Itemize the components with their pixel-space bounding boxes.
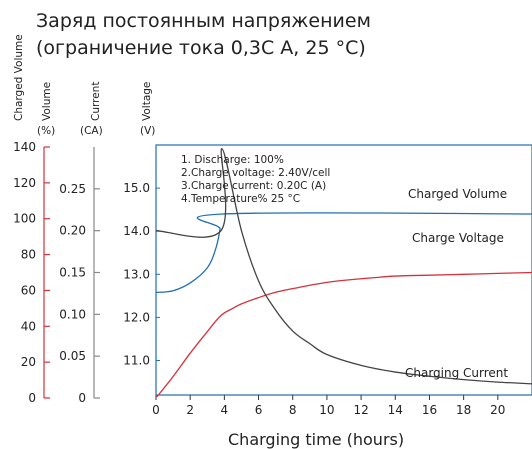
x-tick-label: 10 [319, 403, 334, 417]
charged-volume-tick-label: 140 [13, 140, 36, 154]
current-tick-label: 0.25 [59, 182, 86, 196]
voltage-tick-label: 12.0 [123, 310, 150, 324]
voltage-tick-label: 11.0 [123, 354, 150, 368]
voltage-axis-name: Voltage [141, 82, 153, 121]
current-axis-name: Current [90, 82, 102, 121]
current-axis-unit: (CA) [80, 125, 103, 137]
voltage-tick-label: 13.0 [123, 267, 150, 281]
voltage-axis-unit: (V) [140, 125, 155, 137]
current-tick-label: 0.05 [59, 349, 86, 363]
series-line-charge-voltage [156, 212, 532, 294]
charged-volume-tick-label: 120 [13, 176, 36, 190]
series-line-charging-current [156, 148, 532, 385]
current-tick-label: 0 [78, 391, 86, 405]
series-line-charged-volume [156, 271, 532, 397]
x-tick-label: 20 [490, 403, 505, 417]
voltage-tick-label: 14.0 [123, 224, 150, 238]
series-label-charge-voltage: Charge Voltage [412, 231, 504, 245]
chart-title-line-1: Заряд постоянным напряжением [36, 10, 371, 32]
charged-volume-tick-label: 20 [21, 355, 36, 369]
note-4: 4.Temperature% 25 °C [181, 193, 300, 205]
current-tick-label: 0.10 [59, 307, 86, 321]
note-2: 2.Charge voltage: 2.40V/cell [181, 167, 330, 179]
volume-axis-name: Volume [41, 82, 53, 121]
x-tick-label: 12 [353, 403, 368, 417]
x-axis-label: Charging time (hours) [228, 430, 404, 449]
chart-title-line-2: (ограничение тока 0,3С А, 25 °С) [36, 37, 366, 59]
charged-volume-tick-label: 0 [28, 391, 36, 405]
note-1: 1. Discharge: 100% [181, 154, 284, 166]
series-layer [156, 148, 532, 397]
x-tick-label: 4 [221, 403, 229, 417]
charged-volume-tick-label: 40 [21, 319, 36, 333]
charged-axis-unit: (%) [37, 125, 55, 137]
x-tick-label: 0 [152, 403, 160, 417]
x-tick-label: 6 [255, 403, 263, 417]
x-axis: 0 2 4 6 8 10 12 14 16 18 20 [152, 395, 505, 417]
left-axes: 0 20 40 60 80 100 120 140 0 0.05 0.10 0.15 0.20 0.25 1… [13, 140, 160, 405]
x-tick-label: 14 [388, 403, 403, 417]
plot-frame [155, 144, 532, 396]
x-tick-label: 16 [422, 403, 437, 417]
current-tick-label: 0.20 [59, 224, 86, 238]
charged-axis-name: Charged Volume [13, 34, 25, 121]
x-tick-label: 2 [186, 403, 194, 417]
current-tick-label: 0.15 [59, 266, 86, 280]
series-label-charging-current: Charging Current [405, 366, 508, 380]
charged-volume-tick-label: 80 [21, 248, 36, 262]
x-tick-label: 8 [289, 403, 297, 417]
voltage-tick-label: 15.0 [123, 181, 150, 195]
note-3: 3.Charge current: 0.20C (A) [181, 180, 326, 192]
charged-volume-tick-label: 100 [13, 212, 36, 226]
charged-volume-tick-label: 60 [21, 283, 36, 297]
x-tick-label: 18 [456, 403, 471, 417]
series-label-charged-volume: Charged Volume [408, 187, 507, 201]
